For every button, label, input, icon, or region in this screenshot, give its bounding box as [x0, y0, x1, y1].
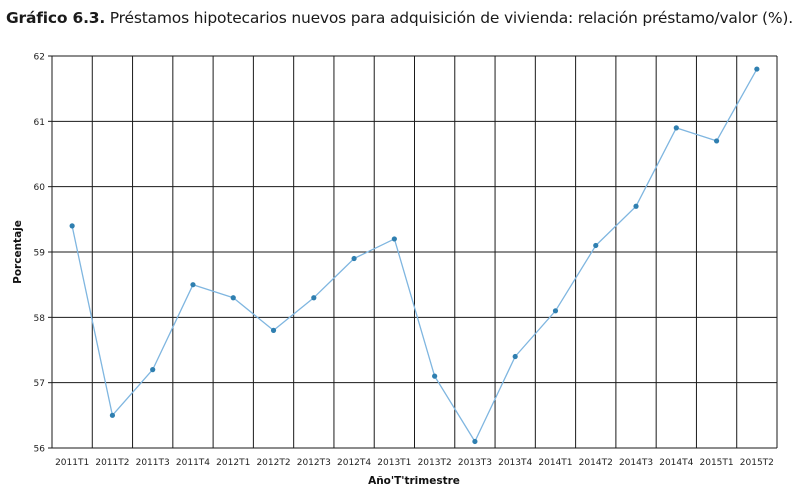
x-tick-label: 2014T1: [538, 458, 572, 468]
series-line-group: [71, 68, 758, 443]
y-tick-label: 57: [34, 379, 45, 389]
data-point: [190, 282, 196, 288]
data-point: [311, 295, 317, 301]
data-point: [109, 412, 116, 418]
x-tick-label: 2011T4: [176, 458, 210, 468]
data-point: [150, 367, 156, 373]
data-point: [432, 373, 438, 379]
x-tick-label: 2013T2: [418, 458, 452, 468]
x-tick-label: 2014T4: [659, 458, 693, 468]
x-tick-label: 2011T3: [136, 458, 170, 468]
series-line: [71, 68, 758, 443]
data-point: [472, 438, 478, 445]
y-tick-label: 58: [34, 314, 46, 324]
x-tick-label: 2013T1: [377, 458, 411, 468]
x-tick-label: 2012T1: [216, 458, 250, 468]
x-tick-label: 2012T3: [297, 458, 331, 468]
y-tick-label: 59: [34, 249, 46, 259]
data-point: [351, 255, 357, 262]
x-tick-label: 2013T3: [458, 458, 492, 468]
data-point: [593, 242, 599, 249]
x-axis-label: Año'T'trimestre: [368, 475, 460, 487]
data-point: [230, 295, 236, 301]
x-tick-label: 2011T1: [55, 458, 89, 468]
y-tick-label: 61: [34, 118, 45, 128]
y-axis-label: Porcentaje: [12, 220, 24, 284]
chart-title: Gráfico 6.3. Préstamos hipotecarios nuev…: [6, 9, 793, 27]
data-point: [713, 138, 720, 144]
x-axis-ticks: 2011T1 2011T2 2011T3 2011T4 2012T1 2012T2 2012…: [55, 458, 774, 468]
data-point: [673, 125, 679, 131]
data-point: [270, 327, 277, 333]
x-tick-label: 2012T2: [256, 458, 290, 468]
y-tick-label: 60: [34, 183, 46, 193]
x-tick-label: 2014T2: [579, 458, 613, 468]
y-tick-label: 56: [34, 445, 46, 455]
x-tick-label: 2015T2: [740, 458, 774, 468]
data-point: [512, 353, 518, 360]
data-point: [69, 223, 75, 229]
data-point: [391, 236, 397, 242]
y-axis-ticks: 56 57 58 59 60 61 62: [34, 53, 52, 455]
x-tick-label: 2013T4: [498, 458, 532, 468]
data-point: [754, 66, 760, 72]
data-points: [69, 66, 760, 445]
grid-lines: [51, 55, 778, 449]
data-point: [633, 203, 639, 209]
x-tick-label: 2011T2: [95, 458, 129, 468]
x-tick-label: 2015T1: [700, 458, 734, 468]
chart-title-number: Gráfico 6.3.: [6, 9, 106, 27]
y-tick-label: 62: [34, 53, 45, 63]
data-point: [552, 308, 559, 314]
x-tick-label: 2012T4: [337, 458, 371, 468]
chart-title-text: Préstamos hipotecarios nuevos para adqui…: [105, 9, 793, 27]
x-tick-label: 2014T3: [619, 458, 653, 468]
